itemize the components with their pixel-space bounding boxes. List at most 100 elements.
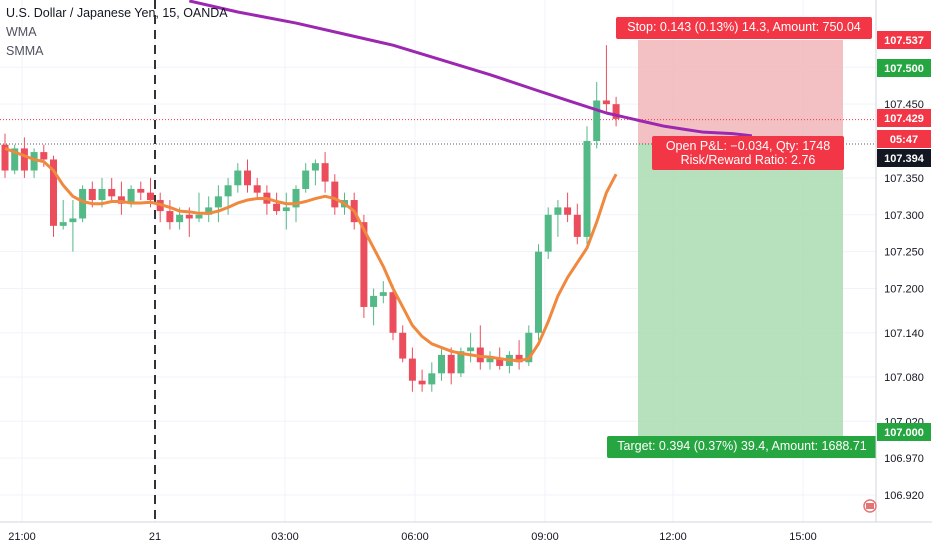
target-label-text: Target: 0.394 (0.37%) 39.4, Amount: 1688…: [617, 439, 867, 453]
price-badge-bg: [877, 31, 931, 49]
pnl-label-text: Risk/Reward Ratio: 2.76: [681, 153, 816, 167]
candle-body: [399, 332, 407, 359]
candle: [486, 351, 494, 370]
candle: [59, 200, 67, 230]
candle: [20, 137, 28, 178]
candle: [515, 340, 523, 370]
target-label[interactable]: Target: 0.394 (0.37%) 39.4, Amount: 1688…: [607, 436, 877, 458]
candle-body: [253, 185, 261, 193]
candle: [379, 281, 387, 304]
time-axis[interactable]: 21:00 21 03:00 06:00 09:00 12:00 15:00: [0, 521, 932, 550]
candle-body: [331, 181, 339, 208]
candle-body: [50, 159, 57, 226]
candle: [137, 181, 145, 201]
smma-line[interactable]: [188, 0, 753, 138]
candle-body: [205, 207, 213, 215]
candle-body: [127, 188, 135, 204]
candle-body: [457, 351, 465, 374]
candle: [156, 192, 164, 223]
candle: [602, 45, 610, 112]
price-badge-bg: [877, 59, 931, 77]
time-tick-label: 21: [149, 531, 161, 543]
candle: [302, 163, 310, 193]
candle: [30, 148, 38, 178]
candle-body: [234, 170, 242, 186]
candle-body: [467, 347, 475, 352]
candle-body: [515, 354, 523, 363]
candle-body: [40, 152, 48, 160]
time-axis-bg: [0, 522, 932, 550]
candle: [195, 192, 203, 223]
stop-label[interactable]: Stop: 0.143 (0.13%) 14.3, Amount: 750.04: [616, 17, 872, 39]
candle-body: [302, 170, 310, 189]
price-badge-text: 05:47: [890, 134, 918, 146]
target-zone[interactable]: [638, 143, 843, 437]
wma-line[interactable]: [4, 147, 618, 363]
candle-body: [408, 358, 416, 381]
candle: [234, 163, 242, 193]
candle-body: [176, 214, 184, 223]
candle-body: [282, 207, 290, 212]
candle: [108, 177, 116, 201]
price-badge-target: 107.000: [877, 423, 931, 441]
target-label-box: [607, 436, 877, 458]
candle-body: [137, 188, 145, 193]
flag-icon-body: [866, 503, 874, 509]
candle: [564, 192, 572, 223]
price-badge-text: 107.537: [884, 35, 924, 47]
candle-body: [98, 188, 106, 201]
candle-body: [564, 207, 572, 215]
stop-label-text: Stop: 0.143 (0.13%) 14.3, Amount: 750.04: [627, 20, 861, 34]
symbol-title[interactable]: U.S. Dollar / Japanese Yen, 15, OANDA: [6, 6, 228, 20]
time-tick-label: 12:00: [659, 531, 687, 543]
pnl-label-box: [652, 136, 844, 170]
legend-wma[interactable]: WMA: [6, 25, 37, 39]
candle: [476, 325, 484, 370]
candle: [205, 196, 213, 223]
candle: [273, 192, 281, 215]
candle: [467, 332, 475, 363]
candle: [447, 347, 455, 385]
candle-body: [389, 292, 397, 333]
candle-body: [583, 141, 591, 237]
candle-body: [428, 373, 436, 385]
candle-body: [11, 148, 19, 171]
price-badge-red-line: 107.429: [877, 109, 931, 127]
price-axis[interactable]: 107.500107.450107.400107.350107.300107.2…: [863, 0, 932, 522]
candle: [117, 181, 125, 215]
price-tick-label: 107.300: [884, 210, 924, 222]
flag-icon[interactable]: [863, 499, 877, 513]
candle: [11, 144, 19, 175]
candle: [69, 200, 77, 252]
candle: [253, 177, 261, 201]
price-badge-text: 107.000: [884, 427, 924, 439]
candle-body: [108, 188, 116, 197]
auto-scale-icon[interactable]: [880, 528, 928, 548]
time-tick-label: 15:00: [789, 531, 817, 543]
time-tick-label: 21:00: [8, 531, 36, 543]
candle-body: [370, 295, 378, 307]
candle: [612, 96, 620, 127]
price-badge-text: 107.394: [884, 153, 925, 165]
price-badge-timer: 05:47: [877, 130, 931, 148]
candle: [438, 347, 445, 381]
indicator-lines: [4, 0, 753, 363]
legend-smma[interactable]: SMMA: [6, 44, 44, 58]
candle-body: [244, 170, 251, 186]
candle-body: [30, 152, 38, 171]
position-annotations: Stop: 0.143 (0.13%) 14.3, Amount: 750.04…: [607, 17, 877, 458]
price-badge-stop: 107.537: [877, 31, 931, 49]
candle-body: [447, 354, 455, 374]
candle: [535, 244, 542, 341]
stop-label-box: [616, 17, 872, 39]
candle: [311, 159, 319, 186]
candle: [428, 362, 436, 392]
candle-body: [554, 207, 562, 215]
candle-body: [379, 292, 387, 296]
axis-corner: [880, 528, 928, 548]
candle: [418, 369, 426, 392]
candle-body: [166, 211, 174, 223]
price-axis-bg: [876, 0, 932, 522]
